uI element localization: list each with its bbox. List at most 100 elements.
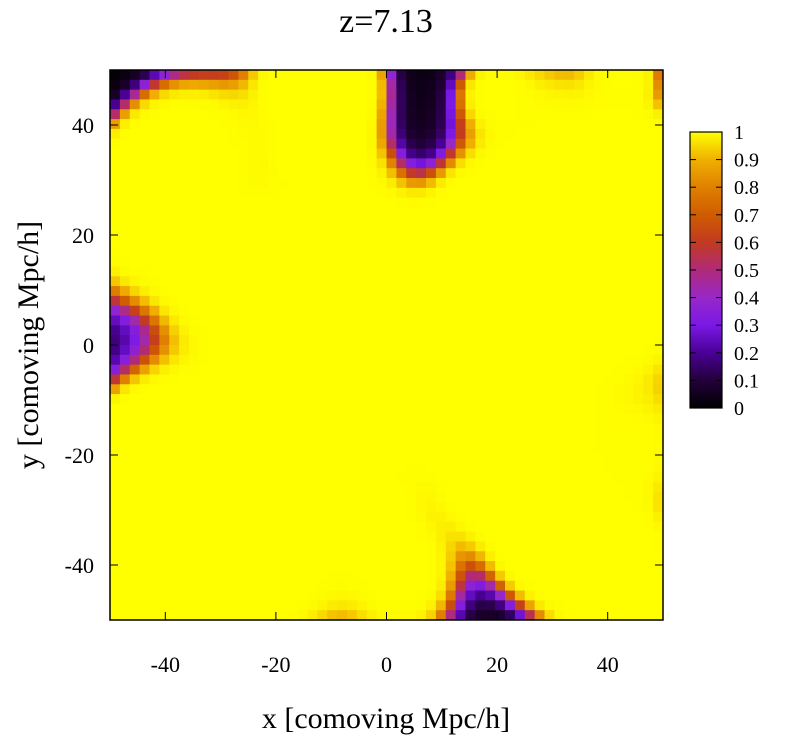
heatmap-cell <box>584 207 595 218</box>
heatmap-cell <box>307 335 318 346</box>
heatmap-cell <box>149 610 160 620</box>
heatmap-cell <box>643 276 654 287</box>
heatmap-cell <box>643 413 654 425</box>
heatmap-cell <box>406 492 417 503</box>
heatmap-cell <box>376 187 388 199</box>
heatmap-cell <box>248 99 259 110</box>
heatmap-cell <box>514 394 526 405</box>
heatmap-cell <box>327 128 338 140</box>
heatmap-cell <box>238 286 249 297</box>
heatmap-cell <box>514 276 526 287</box>
heatmap-cell <box>238 561 249 572</box>
heatmap-cell <box>623 119 634 130</box>
heatmap-cell <box>623 79 634 91</box>
heatmap-cell <box>169 295 180 307</box>
heatmap-cell <box>139 345 151 356</box>
heatmap-cell <box>633 79 644 91</box>
heatmap-cell <box>613 511 625 523</box>
heatmap-cell <box>268 119 279 130</box>
heatmap-cell <box>287 364 299 376</box>
heatmap-cell <box>613 109 625 120</box>
heatmap-cell <box>416 374 427 385</box>
heatmap-cell <box>149 236 160 248</box>
heatmap-cell <box>465 433 476 444</box>
heatmap-cell <box>317 207 328 218</box>
heatmap-cell <box>119 423 131 434</box>
heatmap-cell <box>297 374 309 385</box>
heatmap-cell <box>396 207 407 218</box>
heatmap-cell <box>139 207 151 218</box>
heatmap-cell <box>505 256 516 268</box>
heatmap-cell <box>534 246 546 258</box>
heatmap-cell <box>554 89 565 101</box>
heatmap-cell <box>386 345 397 356</box>
heatmap-cell <box>258 158 269 169</box>
heatmap-cell <box>366 70 378 81</box>
heatmap-cell <box>574 374 585 385</box>
heatmap-cell <box>189 187 200 199</box>
heatmap-cell <box>534 158 546 169</box>
heatmap-cell <box>218 128 230 140</box>
heatmap-cell <box>406 207 417 218</box>
heatmap-cell <box>416 551 427 562</box>
heatmap-cell <box>179 600 190 611</box>
heatmap-cell <box>228 246 239 258</box>
heatmap-cell <box>396 354 407 366</box>
heatmap-cell <box>593 236 605 248</box>
heatmap-cell <box>198 384 210 395</box>
heatmap-cell <box>129 119 141 130</box>
heatmap-cell <box>198 345 210 356</box>
heatmap-cell <box>149 433 160 444</box>
heatmap-cell <box>169 423 180 434</box>
heatmap-cell <box>584 384 595 395</box>
heatmap-cell <box>435 207 447 218</box>
heatmap-cell <box>307 403 318 415</box>
heatmap-cell <box>623 472 634 484</box>
heatmap-cell <box>327 236 338 248</box>
heatmap-cell <box>189 413 200 425</box>
heatmap-cell <box>633 217 644 228</box>
heatmap-cell <box>475 138 486 150</box>
heatmap-cell <box>149 109 160 120</box>
heatmap-cell <box>495 315 506 326</box>
heatmap-cell <box>643 158 654 169</box>
heatmap-cell <box>613 482 625 493</box>
heatmap-cell <box>218 236 230 248</box>
heatmap-cell <box>475 70 486 81</box>
heatmap-cell <box>268 590 279 601</box>
heatmap-cell <box>465 168 476 179</box>
heatmap-cell <box>228 610 239 620</box>
heatmap-cell <box>524 403 536 415</box>
heatmap-cell <box>406 384 417 395</box>
heatmap-cell <box>277 128 289 140</box>
heatmap-cell <box>119 236 131 248</box>
heatmap-cell <box>426 551 437 562</box>
heatmap-cell <box>307 521 318 533</box>
heatmap-cell <box>633 256 644 268</box>
heatmap-cell <box>613 158 625 169</box>
heatmap-cell <box>119 128 131 140</box>
heatmap-cell <box>337 315 348 326</box>
heatmap-cell <box>574 551 585 562</box>
heatmap-cell <box>544 521 555 533</box>
heatmap-cell <box>189 492 200 503</box>
heatmap-cell <box>495 374 506 385</box>
heatmap-cell <box>445 109 457 120</box>
heatmap-cell <box>248 276 259 287</box>
heatmap-cell <box>159 109 170 120</box>
heatmap-cell <box>554 256 565 268</box>
heatmap-cell <box>337 580 348 592</box>
heatmap-cell <box>505 531 516 543</box>
heatmap-cell <box>287 610 299 620</box>
heatmap-cell <box>505 246 516 258</box>
heatmap-cell <box>455 511 467 523</box>
heatmap-cell <box>238 345 249 356</box>
heatmap-cell <box>386 295 397 307</box>
heatmap-cell <box>485 276 496 287</box>
heatmap-cell <box>179 472 190 484</box>
heatmap-cell <box>386 610 397 620</box>
heatmap-cell <box>110 354 121 366</box>
heatmap-cell <box>327 443 338 454</box>
heatmap-cell <box>208 335 220 346</box>
heatmap-cell <box>445 276 457 287</box>
